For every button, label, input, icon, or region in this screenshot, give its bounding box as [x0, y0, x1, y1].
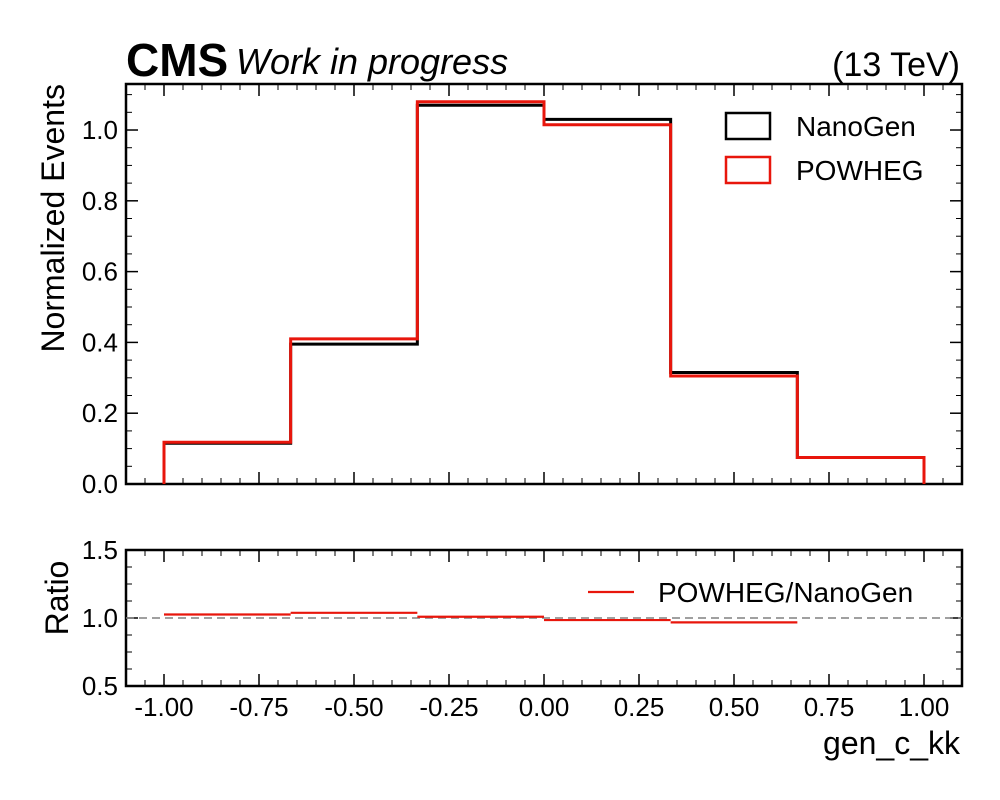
ratio-plot: 0.5 1.0 1.5 -1.00 -0.75 -0.50 -0.25 0.00 0.25 0.5…: [39, 535, 964, 761]
x-tick-label: 0.25: [614, 692, 665, 722]
x-tick-label: -0.25: [419, 692, 478, 722]
x-tick-label: 1.00: [899, 692, 950, 722]
plot-frame: [124, 82, 964, 486]
cms-label: CMS: [126, 34, 228, 86]
status-label: Work in progress: [236, 41, 508, 82]
x-tick-label: 0.00: [519, 692, 570, 722]
y-tick-label: 1.0: [82, 115, 118, 145]
y-tick-label: 0.8: [82, 186, 118, 216]
legend-swatch-powheg: [724, 155, 772, 185]
x-tick-label: -1.00: [134, 692, 193, 722]
x-tick-label: 0.75: [804, 692, 855, 722]
histogram-powheg: [162, 100, 926, 484]
x-tick-label: -0.50: [324, 692, 383, 722]
y-tick-label: 0.4: [82, 327, 118, 357]
y-tick-label: 0.2: [82, 398, 118, 428]
y-tick-label: 1.0: [82, 603, 118, 633]
legend-label-nanogen: NanoGen: [796, 111, 916, 142]
y-axis-title: Normalized Events: [35, 84, 71, 353]
ratio-axis-title: Ratio: [39, 561, 75, 636]
x-axis-title: gen_c_kk: [823, 725, 961, 761]
y-tick-label: 1.5: [82, 535, 118, 565]
y-tick-label: 0.6: [82, 257, 118, 287]
x-tick-label: -0.75: [229, 692, 288, 722]
legend-label-powheg: POWHEG: [796, 155, 924, 186]
y-tick-label: 0.5: [82, 671, 118, 701]
energy-label: (13 TeV): [832, 46, 960, 84]
y-tick-label: 0.0: [82, 469, 118, 499]
legend-swatch-nanogen: [724, 111, 772, 141]
x-tick-label: 0.50: [709, 692, 760, 722]
main-plot: 0.0 0.2 0.4 0.6 0.8 1.0 Normalized Events NanoG…: [35, 82, 964, 499]
legend-label-ratio: POWHEG/NanoGen: [658, 577, 913, 608]
